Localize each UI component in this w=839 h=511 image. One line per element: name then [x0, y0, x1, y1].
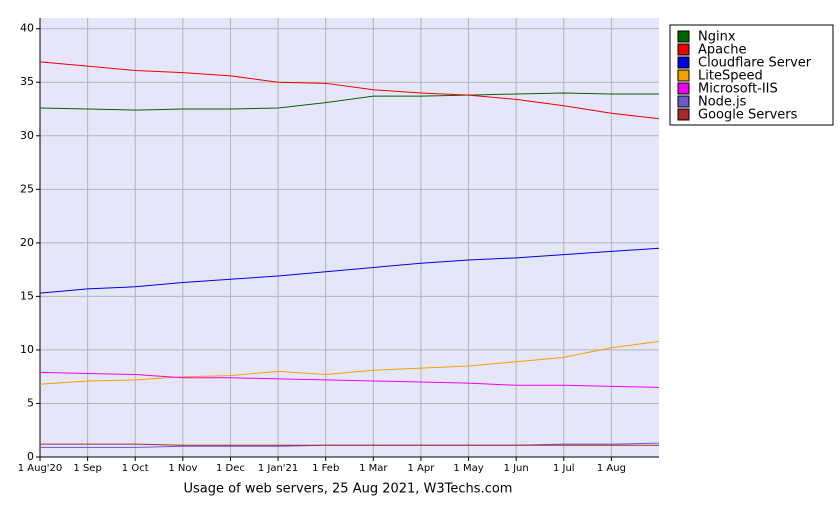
x-tick-label: 1 Oct: [122, 463, 149, 474]
legend-swatch: [677, 95, 690, 108]
legend-swatch: [677, 108, 690, 121]
x-tick-label: 1 Mar: [359, 463, 388, 474]
y-tick-label: 25: [20, 182, 34, 195]
legend-label: Microsoft-IIS: [698, 82, 778, 97]
series-line: [39, 247, 660, 294]
legend-swatch: [677, 43, 690, 56]
series-line: [39, 92, 659, 111]
y-tick-label: 5: [27, 396, 34, 409]
x-tick-label: 1 May: [453, 463, 483, 474]
x-tick-label: 1 Jun: [504, 463, 529, 474]
y-tick-label: 30: [20, 129, 34, 142]
y-tick-label: 10: [20, 343, 34, 356]
legend-swatch: [677, 30, 690, 43]
x-tick-label: 1 Apr: [408, 463, 436, 474]
x-tick-label: 1 Sep: [73, 463, 101, 474]
legend-swatch: [677, 82, 690, 95]
legend-label: Cloudflare Server: [698, 56, 812, 71]
x-tick-label: 1 Jan'21: [258, 463, 298, 474]
legend-label: Apache: [698, 43, 747, 58]
x-tick-label: 1 Aug: [597, 463, 626, 474]
y-tick-label: 15: [20, 289, 34, 302]
legend-label: Nginx: [698, 30, 736, 45]
x-tick-label: 1 Feb: [312, 463, 339, 474]
plot-area: [40, 18, 659, 457]
series-line: [39, 371, 660, 388]
chart-title: Usage of web servers, 25 Aug 2021, W3Tec…: [184, 482, 513, 497]
legend-swatch: [677, 56, 690, 69]
series-line: [39, 340, 660, 385]
legend-label: LiteSpeed: [698, 69, 763, 84]
legend-label: Node.js: [698, 95, 747, 110]
legend-swatch: [677, 69, 690, 82]
series-line: [39, 61, 660, 120]
x-tick-label: 1 Dec: [216, 463, 245, 474]
y-tick-label: 35: [20, 75, 34, 88]
y-tick-label: 20: [20, 236, 34, 249]
x-tick-label: 1 Nov: [168, 463, 197, 474]
legend-label: Google Servers: [698, 108, 798, 123]
y-tick-label: 0: [27, 450, 34, 463]
x-tick-label: 1 Jul: [553, 463, 575, 474]
y-tick-label: 40: [20, 22, 34, 35]
legend-box: [669, 24, 834, 126]
series-line: [40, 443, 659, 446]
x-tick-label: 1 Aug'20: [18, 463, 63, 474]
